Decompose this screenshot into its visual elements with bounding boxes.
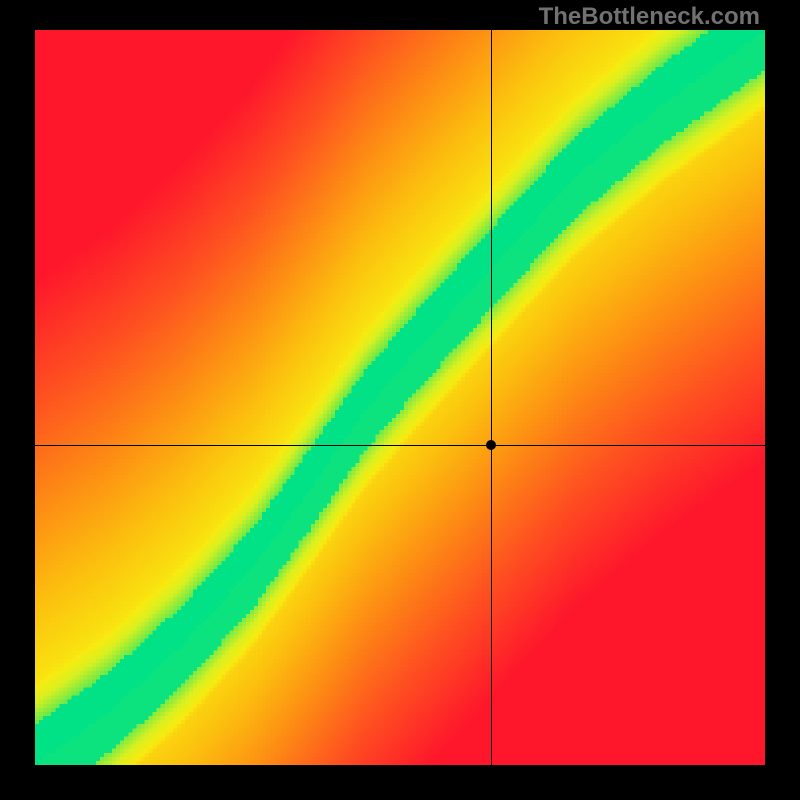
chart-frame: TheBottleneck.com (0, 0, 800, 800)
data-point-marker (486, 440, 496, 450)
crosshair-horizontal (35, 445, 765, 446)
watermark-text: TheBottleneck.com (539, 3, 760, 31)
heatmap-plot (35, 30, 765, 765)
heatmap-canvas (35, 30, 765, 765)
crosshair-vertical (491, 30, 492, 765)
